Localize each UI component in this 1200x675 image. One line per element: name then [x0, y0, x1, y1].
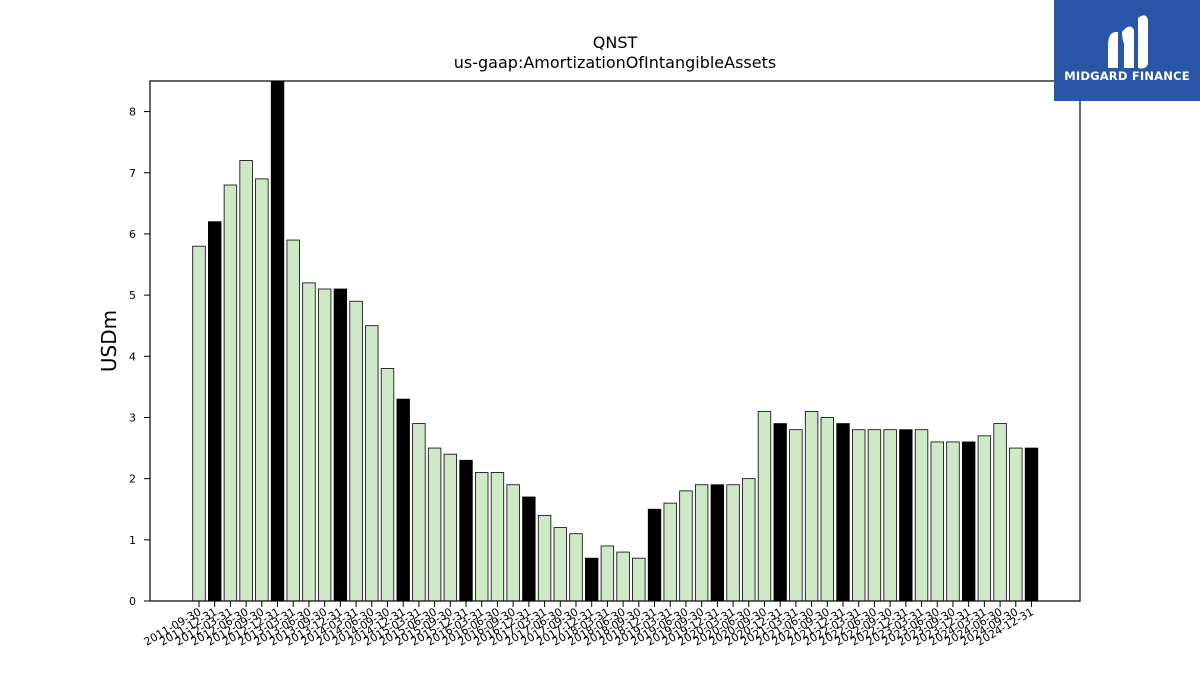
- bar-2017-06-30: [553, 527, 567, 602]
- bar-2018-03-31: [600, 545, 615, 602]
- y-tick-label: 6: [129, 228, 136, 241]
- bar-2019-12-31: [710, 484, 725, 602]
- bar-2015-09-30: [443, 453, 458, 602]
- bar-2022-09-30: [883, 429, 897, 602]
- bar-2019-09-30: [694, 484, 709, 602]
- chart-subtitle: us-gaap:AmortizationOfIntangibleAssets: [454, 53, 776, 72]
- plot-frame: [149, 80, 1081, 602]
- x-axis-ticks: 2011-09-302011-12-312012-03-312012-06-30…: [142, 601, 1036, 649]
- bar-2014-09-30: [380, 368, 395, 602]
- y-tick-label: 0: [129, 595, 136, 608]
- bar-2021-03-31: [789, 429, 803, 602]
- y-tick-label: 4: [129, 350, 136, 363]
- y-tick-label: 2: [129, 473, 136, 486]
- bar-2020-09-30: [757, 410, 772, 602]
- bar-2020-06-30: [742, 478, 756, 602]
- bar-2016-12-31: [522, 496, 536, 602]
- bar-2013-12-31: [333, 288, 348, 602]
- bar-2023-03-31: [914, 429, 929, 602]
- bar-2023-12-31: [961, 441, 976, 602]
- bar-2012-09-30: [255, 178, 269, 602]
- bar-2015-12-31: [459, 459, 473, 602]
- logo-text: MIDGARD FINANCE: [1064, 69, 1190, 83]
- bar-2015-03-31: [412, 423, 426, 602]
- bar-2014-03-31: [349, 300, 363, 602]
- bar-2023-06-30: [930, 441, 944, 602]
- midgard-finance-logo: MIDGARD FINANCE: [1054, 0, 1200, 101]
- bar-2016-06-30: [490, 472, 505, 602]
- bars: [192, 80, 1039, 602]
- bar-2021-06-30: [804, 410, 819, 602]
- bar-2024-12-31: [1024, 447, 1039, 602]
- bar-2021-09-30: [820, 417, 834, 602]
- bar-2022-12-31: [899, 429, 913, 602]
- bar-2019-03-31: [663, 502, 677, 602]
- y-tick-label: 5: [129, 289, 136, 302]
- bar-2023-09-30: [946, 441, 960, 602]
- bar-2022-06-30: [867, 429, 882, 602]
- y-axis-ticks: 0 1 2 3 4 5 6 7 8: [129, 106, 150, 608]
- bar-2011-09-30: [192, 245, 206, 602]
- bar-2024-06-30: [993, 423, 1007, 602]
- y-tick-label: 7: [129, 167, 136, 180]
- bar-2013-03-31: [286, 239, 300, 602]
- midgard-logo-icon: [1108, 15, 1148, 69]
- bar-2021-12-31: [836, 423, 850, 602]
- bar-2012-03-31: [223, 184, 238, 602]
- bar-2022-03-31: [852, 429, 866, 602]
- bar-2016-09-30: [506, 484, 520, 602]
- y-tick-label: 3: [129, 411, 136, 424]
- bar-2018-06-30: [616, 551, 630, 602]
- bar-2014-12-31: [396, 398, 410, 602]
- bar-2024-03-31: [977, 435, 992, 602]
- bar-2014-06-30: [365, 325, 379, 602]
- bar-2011-12-31: [208, 221, 222, 602]
- bar-2020-12-31: [773, 423, 787, 602]
- y-axis-label: USDm: [97, 310, 121, 372]
- bar-2017-09-30: [569, 533, 583, 602]
- bar-2024-09-30: [1009, 447, 1023, 602]
- bar-2013-09-30: [317, 288, 332, 602]
- y-tick-label: 1: [129, 534, 136, 547]
- bar-2018-12-31: [647, 508, 662, 602]
- bar-2020-03-31: [726, 484, 740, 602]
- bar-2013-06-30: [302, 282, 316, 602]
- bar-2016-03-31: [475, 472, 489, 602]
- bar-2017-03-31: [537, 514, 552, 602]
- bar-2012-12-31: [270, 80, 285, 602]
- y-tick-label: 8: [129, 106, 136, 119]
- chart-title: QNST: [593, 33, 638, 52]
- bar-2017-12-31: [585, 557, 599, 602]
- bar-2018-09-30: [632, 557, 646, 602]
- bar-2019-06-30: [679, 490, 693, 602]
- bar-2015-06-30: [427, 447, 442, 602]
- bar-2012-06-30: [239, 160, 253, 602]
